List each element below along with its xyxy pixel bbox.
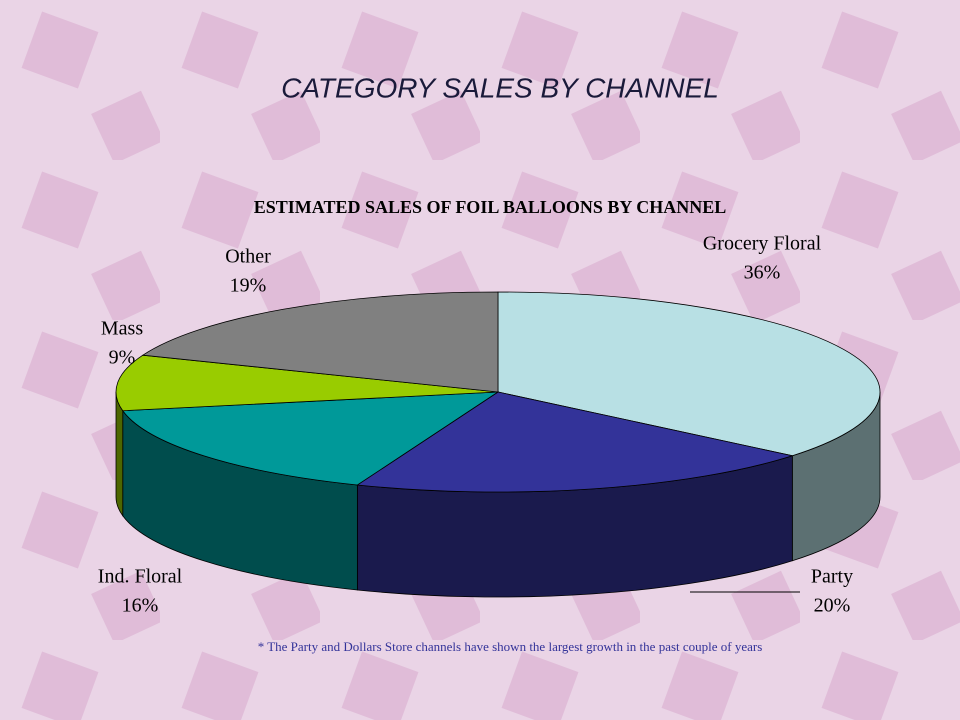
slice-label: Other bbox=[225, 246, 271, 268]
slice-value-label: 9% bbox=[109, 347, 136, 369]
slice-label: Ind. Floral bbox=[98, 566, 183, 588]
slice bbox=[115, 354, 499, 412]
slice-value-label: 20% bbox=[814, 595, 851, 617]
slice-value-label: 36% bbox=[744, 262, 781, 284]
slice bbox=[356, 391, 794, 493]
slice-value-label: 16% bbox=[122, 595, 159, 617]
slice-value-label: 19% bbox=[230, 275, 267, 297]
slide-title: CATEGORY SALES BY CHANNEL bbox=[281, 72, 719, 103]
slice-side bbox=[115, 391, 124, 517]
slice bbox=[122, 391, 500, 486]
annotation: * The Party and Dollars Store channels h… bbox=[257, 639, 763, 654]
slice-label: Grocery Floral bbox=[703, 233, 822, 255]
slice bbox=[141, 291, 499, 393]
slice bbox=[497, 291, 881, 457]
slice-label: Mass bbox=[101, 318, 143, 340]
chart-title: ESTIMATED SALES OF FOIL BALLOONS BY CHAN… bbox=[254, 197, 726, 217]
slice-label: Party bbox=[811, 566, 853, 588]
